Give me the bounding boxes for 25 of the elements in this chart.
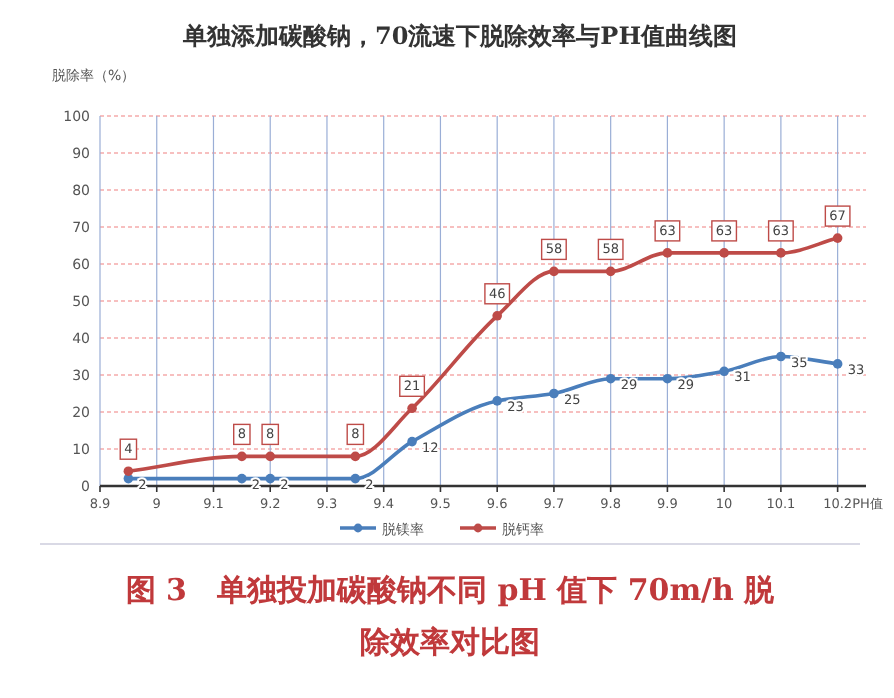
point [350,451,361,462]
point [662,373,673,384]
chart-title: 单独添加碳酸钠，70流速下脱除效率与PH值曲线图 [180,22,738,50]
point [350,473,361,484]
point [265,451,276,462]
point [265,473,276,484]
point [719,366,729,377]
point [776,351,786,362]
point [407,436,417,447]
point [492,396,502,406]
caption: 图 3 单独投加碳酸钠不同 pH 值下 70m/h 脱除效率对比图 [123,570,777,664]
point [237,451,247,462]
point [407,403,417,414]
point [776,248,786,258]
point [492,311,502,321]
point [832,233,843,243]
point [719,248,729,258]
point [832,359,843,369]
point [662,248,673,258]
point [549,388,559,399]
point [605,266,616,277]
point [237,473,247,484]
point [605,373,616,384]
point [549,266,559,277]
point [123,466,134,476]
